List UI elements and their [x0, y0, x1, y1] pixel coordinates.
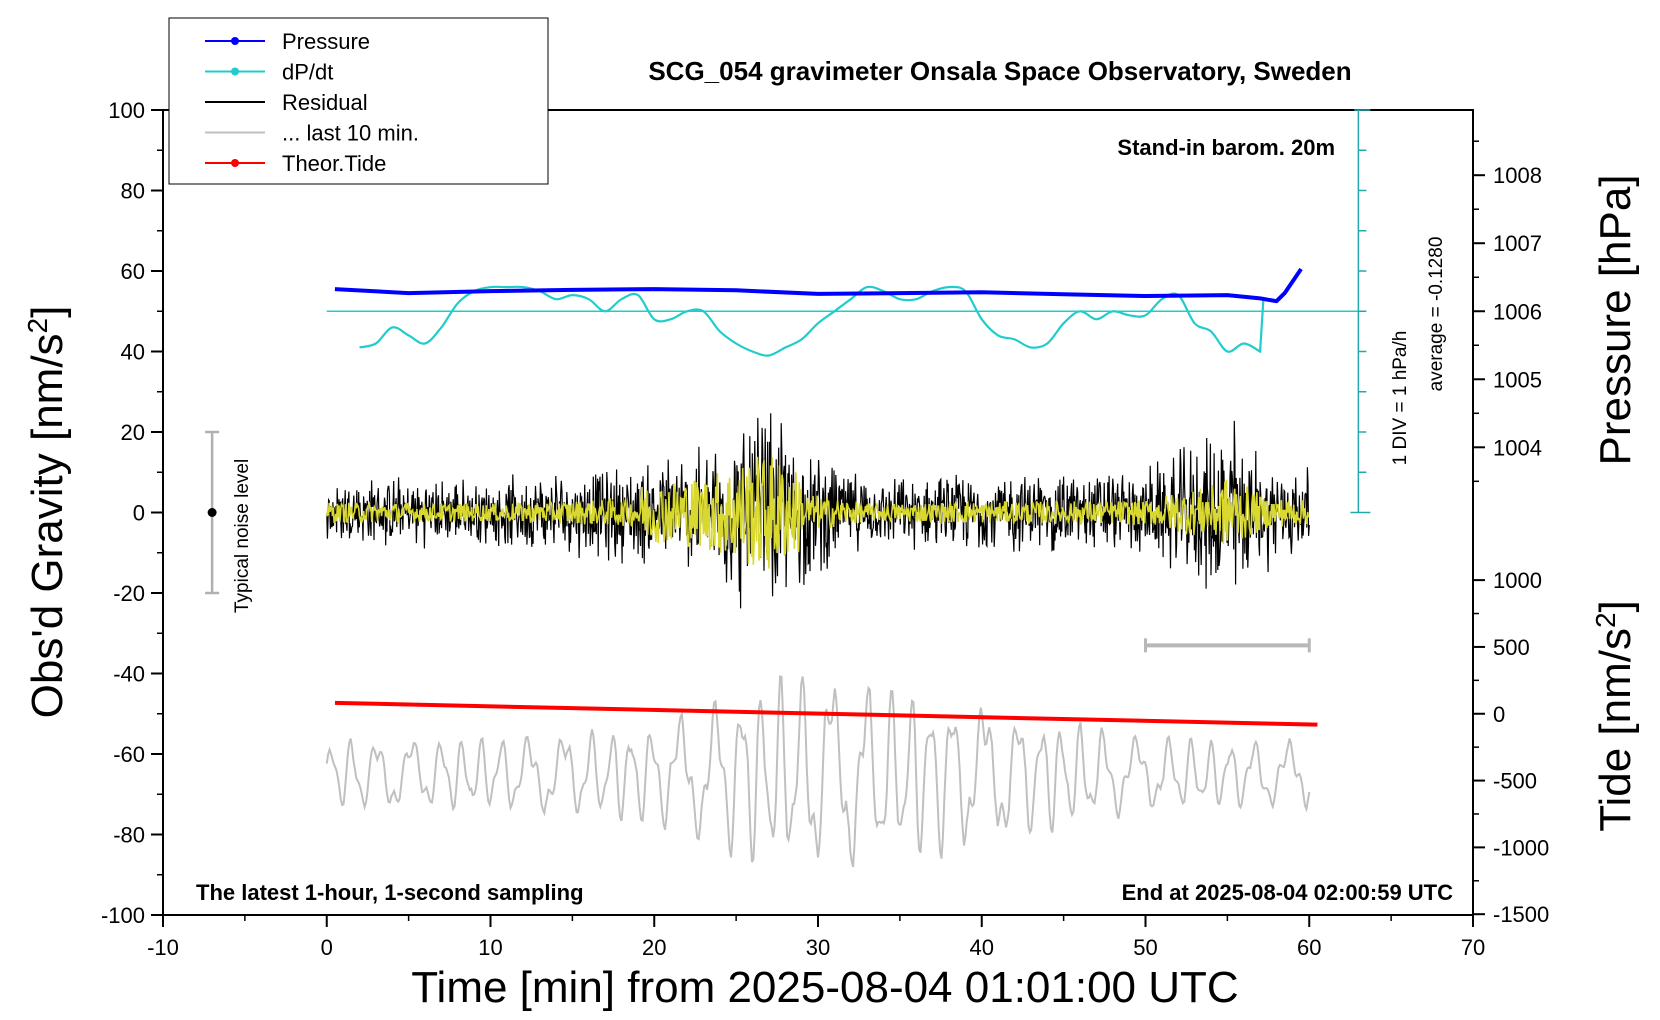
- tide-tick-label: -500: [1493, 769, 1537, 794]
- average-label: average = -0.1280: [1426, 237, 1447, 392]
- pressure-tick-label: 1004: [1493, 435, 1542, 460]
- x-tick-label: 0: [321, 935, 333, 960]
- legend-label: ... last 10 min.: [282, 121, 419, 146]
- x-tick-label: 40: [970, 935, 994, 960]
- x-tick-label: 50: [1133, 935, 1157, 960]
- y-tick-label: 20: [121, 420, 145, 445]
- tide-tick-label: 500: [1493, 635, 1530, 660]
- legend-label: Residual: [282, 90, 368, 115]
- dpdt-line: [359, 285, 1265, 357]
- y-tick-label: -60: [113, 742, 145, 767]
- y-axis-gravity: -100 -80 -60 -40 -20 0 20 40 60 80 100: [101, 98, 163, 928]
- legend-label: Pressure: [282, 29, 370, 54]
- pressure-tick-label: 1008: [1493, 163, 1542, 188]
- dpdt-scale-bar: [1350, 109, 1371, 514]
- chart-title: SCG_054 gravimeter Onsala Space Observat…: [648, 56, 1351, 86]
- pressure-tick-label: 1005: [1493, 367, 1542, 392]
- y-axis-tide: -1500 -1000 -500 0 500 1000: [1473, 568, 1549, 927]
- tide-tick-label: -1500: [1493, 902, 1549, 927]
- tide-tick-label: 1000: [1493, 568, 1542, 593]
- x-axis: -10 0 10 20 30 40 50 60 70: [147, 915, 1485, 960]
- x-tick-label: 20: [642, 935, 666, 960]
- noise-level-label: Typical noise level: [232, 459, 253, 613]
- x-tick-label: 60: [1297, 935, 1321, 960]
- y-tick-label: 40: [121, 340, 145, 365]
- series-theor-tide: [334, 700, 1318, 727]
- tide-tick-label: -1000: [1493, 835, 1549, 860]
- legend-label: Theor.Tide: [282, 151, 386, 176]
- barometer-note: Stand-in barom. 20m: [1117, 135, 1335, 160]
- x-tick-label: 30: [806, 935, 830, 960]
- end-time-note: End at 2025-08-04 02:00:59 UTC: [1122, 880, 1453, 905]
- noise-level-bar: [205, 430, 220, 595]
- last-10-min-bar: [1144, 638, 1311, 653]
- y-tick-label: -20: [113, 581, 145, 606]
- legend-marker: [231, 37, 239, 45]
- series-last-10-min: [325, 675, 1311, 868]
- y-tick-label: -80: [113, 823, 145, 848]
- y-tick-label: -100: [101, 903, 145, 928]
- latest-sampling-note: The latest 1-hour, 1-second sampling: [196, 880, 584, 905]
- y-tick-label: 60: [121, 259, 145, 284]
- y-axis-pressure: 1004 1005 1006 1007 1008: [1473, 140, 1542, 483]
- y-tick-label: 100: [108, 98, 145, 123]
- x-axis-title: Time [min] from 2025-08-04 01:01:00 UTC: [411, 963, 1238, 1012]
- legend-label: dP/dt: [282, 60, 333, 85]
- series-dpdt: [326, 285, 1359, 357]
- y-tick-label: 80: [121, 179, 145, 204]
- x-tick-label: -10: [147, 935, 179, 960]
- pressure-axis-title: Pressure [hPa]: [1591, 174, 1640, 465]
- last-10-min-line: [325, 675, 1311, 868]
- div-scale-label: 1 DIV = 1 hPa/h: [1390, 331, 1411, 466]
- series-pressure: [334, 267, 1303, 304]
- y-axis-title: Obs'd Gravity [nm/s2]: [22, 306, 73, 719]
- series-residual-smoothed: [326, 456, 1310, 569]
- residual-smoothed-line: [326, 456, 1310, 569]
- pressure-line: [334, 267, 1303, 304]
- tide-line: [334, 700, 1318, 727]
- x-tick-label: 10: [478, 935, 502, 960]
- pressure-tick-label: 1006: [1493, 299, 1542, 324]
- tide-axis-title: Tide [nm/s2]: [1590, 600, 1641, 832]
- tide-tick-label: 0: [1493, 702, 1505, 727]
- legend-marker: [231, 159, 239, 167]
- legend: Pressure dP/dt Residual ... last 10 min. The…: [168, 17, 549, 185]
- legend-marker: [231, 67, 239, 76]
- pressure-tick-label: 1007: [1493, 231, 1542, 256]
- x-tick-label: 70: [1461, 935, 1485, 960]
- noise-bar-dot: [207, 508, 217, 517]
- y-tick-label: -40: [113, 662, 145, 687]
- y-tick-label: 0: [133, 501, 145, 526]
